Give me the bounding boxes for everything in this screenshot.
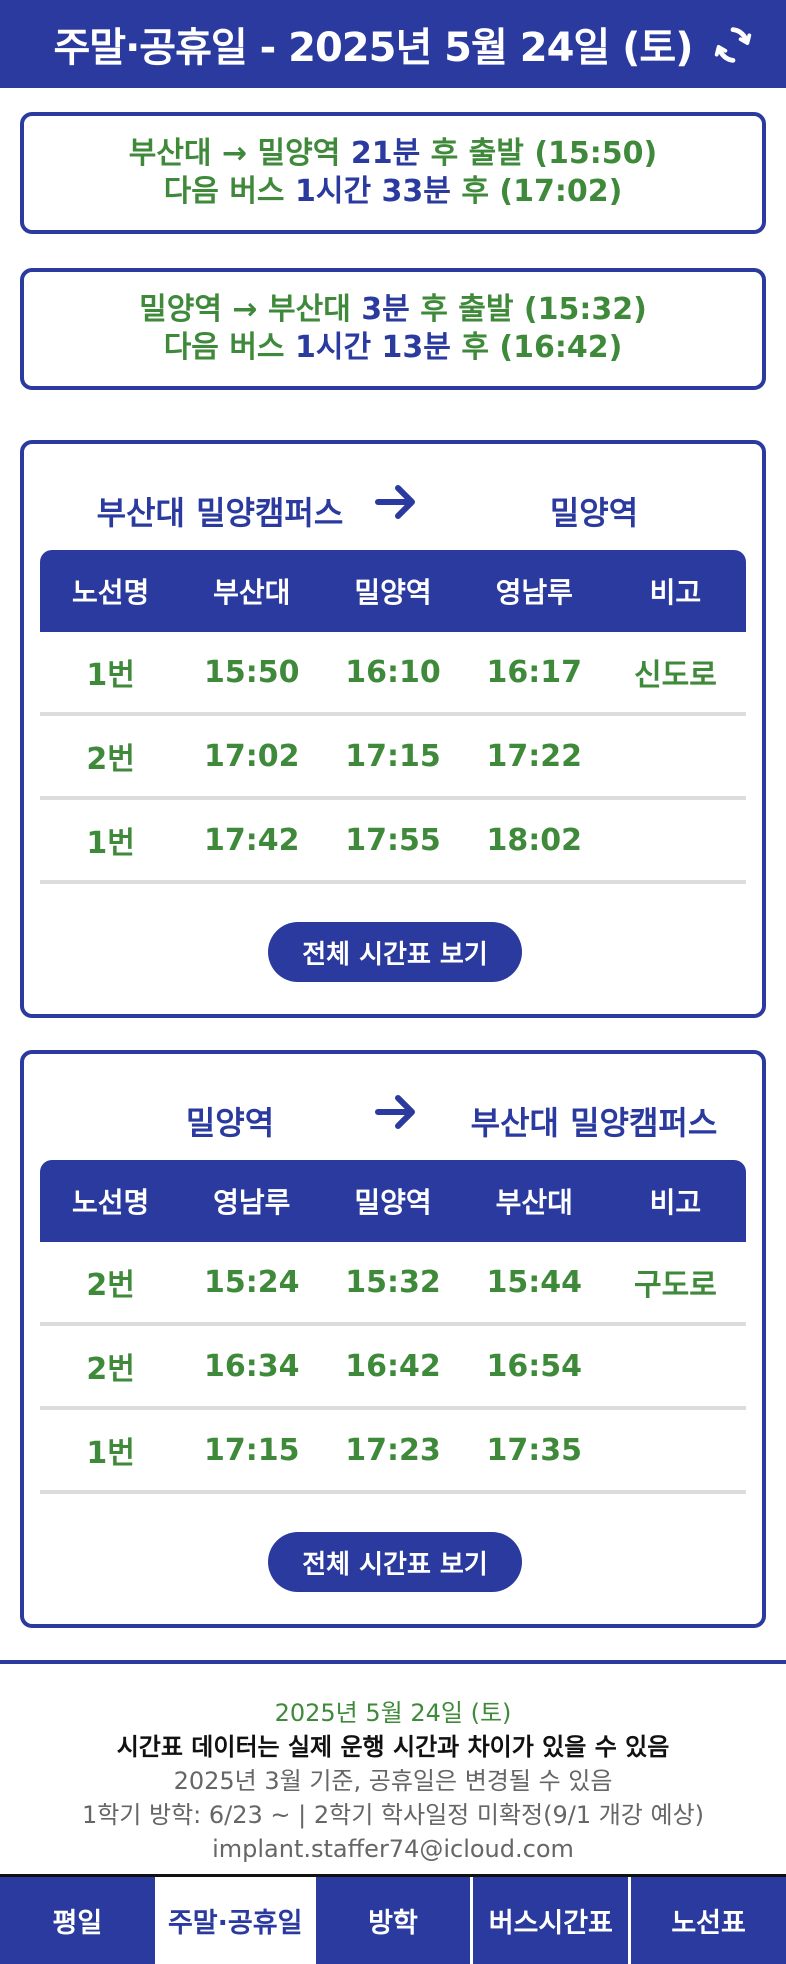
- route-cell: 1번: [86, 658, 135, 693]
- route-cell: 2번: [86, 1268, 135, 1303]
- time-cell: 17:15: [204, 1432, 300, 1468]
- nav-tab-route-map[interactable]: 노선표: [671, 1908, 746, 1939]
- time-cell: 15:32: [345, 1264, 441, 1300]
- route-cell: 2번: [86, 1352, 135, 1387]
- view-full-timetable-button[interactable]: 전체 시간표 보기: [268, 922, 522, 982]
- table-header: 노선명 영남루 밀양역 부산대 비고: [40, 1160, 746, 1242]
- timetable-card-pnu-to-station: 부산대 밀양캠퍼스 밀양역 노선명 부산대 밀양역 영남루 비고 1번 15:5…: [20, 440, 766, 1018]
- footer-basis: 2025년 3월 기준, 공휴일은 변경될 수 있음: [173, 1767, 613, 1795]
- column-header: 영남루: [213, 1186, 291, 1219]
- column-header: 노선명: [71, 576, 150, 609]
- route-from: 부산대 밀양캠퍼스: [96, 494, 344, 532]
- timetable: 노선명 영남루 밀양역 부산대 비고 2번 15:24 15:32 15:44 …: [40, 1160, 746, 1494]
- route-cell: 2번: [86, 742, 135, 777]
- arrow-right-icon: [375, 485, 415, 519]
- next-bus-summary-pnu-to-station: 부산대 → 밀양역 21분 후 출발 (15:50) 다음 버스 1시간 33분…: [20, 112, 766, 234]
- timetable-card-station-to-pnu: 밀양역 부산대 밀양캠퍼스 노선명 영남루 밀양역 부산대 비고 2번 15:2…: [20, 1050, 766, 1628]
- next-bus-summary-station-to-pnu: 밀양역 → 부산대 3분 후 출발 (15:32) 다음 버스 1시간 13분 …: [20, 268, 766, 390]
- time-cell: 17:55: [345, 822, 441, 858]
- column-header: 노선명: [71, 1186, 150, 1219]
- time-cell: 16:10: [345, 654, 441, 690]
- time-cell: 15:50: [204, 654, 300, 690]
- bottom-nav: 평일 주말·공휴일 방학 버스시간표 노선표: [0, 1874, 786, 1964]
- refresh-icon[interactable]: [710, 22, 756, 68]
- footer-warning: 시간표 데이터는 실제 운행 시간과 차이가 있을 수 있음: [116, 1733, 670, 1761]
- route-title: 부산대 밀양캠퍼스 밀양역: [24, 468, 762, 548]
- route-title: 밀양역 부산대 밀양캠퍼스: [24, 1078, 762, 1158]
- table-row: 1번 17:15 17:23 17:35: [40, 1410, 746, 1494]
- time-cell: 16:42: [345, 1348, 441, 1384]
- summary-line-1: 밀양역 → 부산대 3분 후 출발 (15:32): [139, 292, 647, 327]
- time-cell: 15:44: [486, 1264, 582, 1300]
- table-row: 2번 17:02 17:15 17:22: [40, 716, 746, 800]
- nav-tab-bus-timetable[interactable]: 버스시간표: [473, 1877, 632, 1964]
- time-cell: 16:54: [486, 1348, 582, 1384]
- column-header: 영남루: [495, 576, 573, 609]
- summary-line-2: 다음 버스 1시간 13분 후 (16:42): [163, 330, 623, 365]
- note-cell: 신도로: [634, 658, 717, 693]
- footer-info: 2025년 5월 24일 (토) 시간표 데이터는 실제 운행 시간과 차이가 …: [0, 1696, 786, 1866]
- route-to: 부산대 밀양캠퍼스: [470, 1104, 718, 1142]
- nav-tab-weekday[interactable]: 평일: [0, 1877, 158, 1964]
- column-header: 비고: [649, 1186, 702, 1219]
- time-cell: 15:24: [204, 1264, 300, 1300]
- summary-line-1: 부산대 → 밀양역 21분 후 출발 (15:50): [128, 136, 658, 171]
- footer-date: 2025년 5월 24일 (토): [274, 1699, 512, 1727]
- nav-tab-vacation[interactable]: 방학: [316, 1877, 474, 1964]
- page-title: 주말·공휴일 - 2025년 5월 24일 (토): [53, 25, 693, 71]
- time-cell: 17:02: [204, 738, 300, 774]
- view-full-timetable-button[interactable]: 전체 시간표 보기: [268, 1532, 522, 1592]
- table-row: 1번 15:50 16:10 16:17 신도로: [40, 632, 746, 716]
- nav-tab-weekend-holiday[interactable]: 주말·공휴일: [157, 1877, 316, 1964]
- column-header: 비고: [649, 576, 702, 609]
- column-header: 부산대: [213, 576, 291, 609]
- table-header: 노선명 부산대 밀양역 영남루 비고: [40, 550, 746, 632]
- summary-line-2: 다음 버스 1시간 33분 후 (17:02): [163, 174, 623, 209]
- app-header: 주말·공휴일 - 2025년 5월 24일 (토): [0, 0, 786, 88]
- time-cell: 16:17: [486, 654, 582, 690]
- footer-semester: 1학기 방학: 6/23 ~ | 2학기 학사일정 미확정(9/1 개강 예상): [81, 1801, 705, 1829]
- route-cell: 1번: [86, 826, 135, 861]
- route-from: 밀양역: [185, 1104, 275, 1142]
- time-cell: 18:02: [486, 822, 582, 858]
- table-row: 2번 16:34 16:42 16:54: [40, 1326, 746, 1410]
- column-header: 밀양역: [354, 1186, 432, 1219]
- footer-email[interactable]: implant.staffer74@icloud.com: [212, 1835, 574, 1863]
- route-cell: 1번: [86, 1436, 135, 1471]
- time-cell: 17:35: [486, 1432, 582, 1468]
- table-row: 1번 17:42 17:55 18:02: [40, 800, 746, 884]
- note-cell: 구도로: [634, 1268, 717, 1303]
- time-cell: 17:42: [204, 822, 300, 858]
- time-cell: 16:34: [204, 1348, 300, 1384]
- arrow-right-icon: [375, 1095, 415, 1129]
- route-to: 밀양역: [549, 494, 639, 532]
- timetable: 노선명 부산대 밀양역 영남루 비고 1번 15:50 16:10 16:17 …: [40, 550, 746, 884]
- table-row: 2번 15:24 15:32 15:44 구도로: [40, 1242, 746, 1326]
- time-cell: 17:15: [345, 738, 441, 774]
- footer-divider: [0, 1660, 786, 1664]
- time-cell: 17:23: [345, 1432, 441, 1468]
- time-cell: 17:22: [486, 738, 582, 774]
- column-header: 밀양역: [354, 576, 432, 609]
- column-header: 부산대: [495, 1186, 573, 1219]
